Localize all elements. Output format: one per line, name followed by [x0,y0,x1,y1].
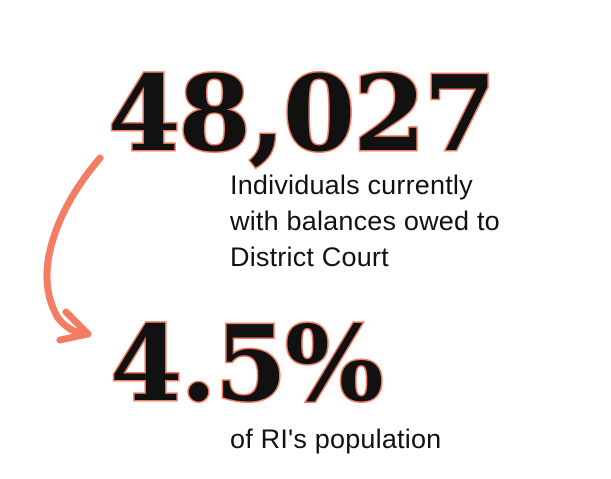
stat-population-percent: 4.5% [109,302,386,425]
stat-population-caption: of RI's population [230,421,570,457]
stat-individuals-count: 48,027 [106,52,497,175]
stat-individuals-caption: Individuals currently with balances owed… [230,167,570,275]
caption-line: District Court [230,242,389,272]
caption-line: Individuals currently [230,170,473,200]
caption-line: with balances owed to [230,206,500,236]
caption-line: of RI's population [230,424,442,454]
